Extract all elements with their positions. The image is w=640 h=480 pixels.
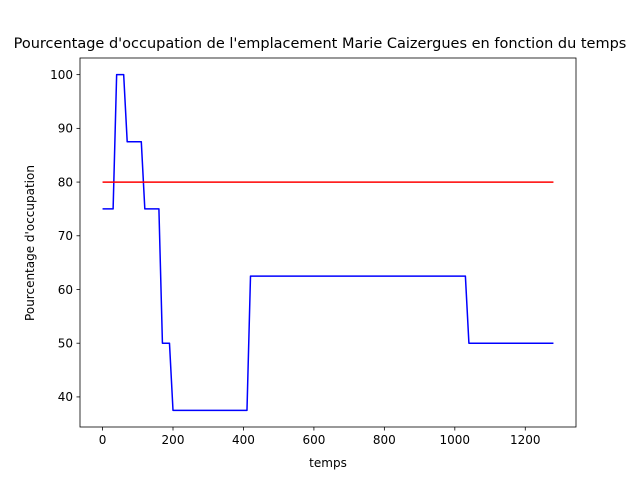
y-tick-label: 40: [58, 390, 73, 404]
y-tick-label: 80: [58, 175, 73, 189]
y-tick-label: 50: [58, 337, 73, 351]
y-tick-label: 70: [58, 229, 73, 243]
x-tick-label: 200: [162, 433, 185, 447]
plot-area: [102, 73, 554, 412]
x-axis-label: temps: [309, 456, 347, 470]
y-tick-label: 60: [58, 283, 73, 297]
y-axis-label: Pourcentage d'occupation: [23, 165, 37, 321]
x-tick-label: 400: [232, 433, 255, 447]
chart-title: Pourcentage d'occupation de l'emplacemen…: [14, 36, 627, 52]
x-tick-label: 800: [373, 433, 396, 447]
axes: 0 200 400 600 800 1000 1200 40 50 60 70 80 90 100: [50, 57, 577, 447]
x-tick-label: 600: [302, 433, 325, 447]
y-tick-label: 90: [58, 122, 73, 136]
x-tick-label: 1200: [510, 433, 541, 447]
x-tick-label: 0: [99, 433, 107, 447]
axes-frame: [79, 57, 577, 428]
y-tick-label: 100: [50, 68, 73, 82]
series-line-1: [102, 73, 554, 412]
x-tick-label: 1000: [440, 433, 471, 447]
